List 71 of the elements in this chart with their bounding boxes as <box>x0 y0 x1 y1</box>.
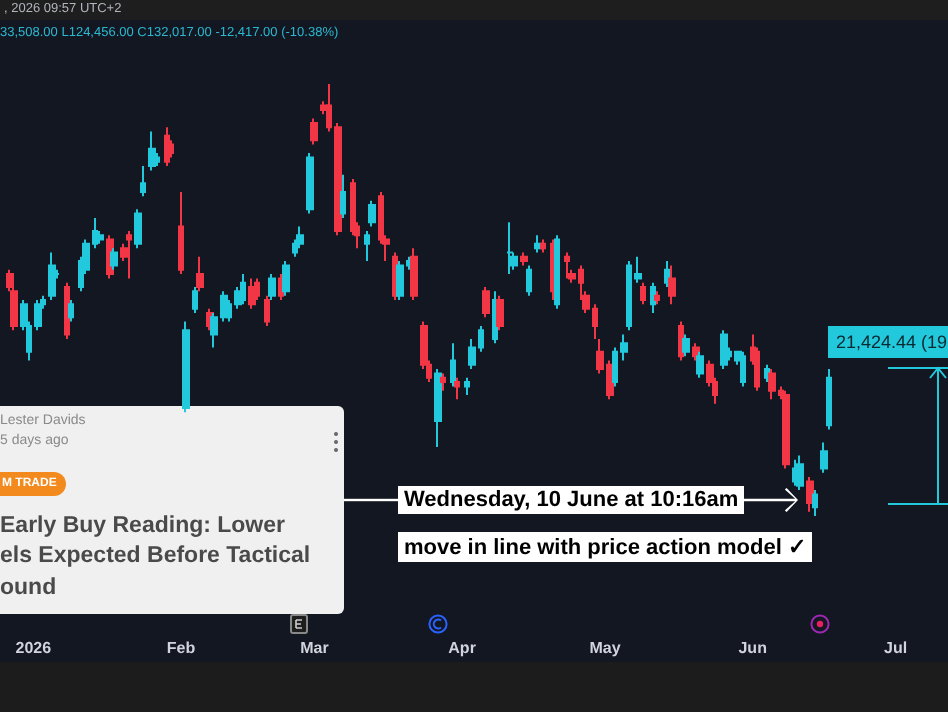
annotation: Early Buy Reading: Lower <box>0 514 286 538</box>
candlestick <box>720 329 728 371</box>
candlestick <box>668 264 676 306</box>
candlestick <box>796 454 804 492</box>
candlestick <box>396 260 404 301</box>
candlestick <box>68 299 74 323</box>
candlestick <box>534 234 542 254</box>
candlestick <box>410 247 418 301</box>
candlestick <box>526 264 532 297</box>
annotation: Wednesday, 10 June at 10:16am <box>398 486 745 514</box>
candlestick <box>310 117 318 146</box>
x-tick-label: Feb <box>166 639 196 657</box>
candlestick <box>254 277 260 301</box>
text: els Expected Before Tactical <box>0 544 311 568</box>
candlestick <box>64 281 70 340</box>
candlestick <box>134 208 142 250</box>
candlestick <box>264 294 270 327</box>
candlestick <box>340 173 346 219</box>
x-tick-label: May <box>589 639 622 657</box>
candlestick <box>764 363 770 384</box>
candlestick <box>306 152 314 215</box>
candlestick <box>650 281 656 314</box>
candlestick <box>248 277 256 310</box>
x-tick-label: Apr <box>448 639 476 657</box>
candlestick <box>520 251 528 267</box>
annotation: 21,424.44 (19. <box>828 326 948 358</box>
candlestick <box>768 368 776 401</box>
candlestick <box>820 441 828 474</box>
candlestick <box>682 333 690 358</box>
candlestick <box>782 389 790 470</box>
candlestick <box>364 229 370 263</box>
candlestick <box>110 247 118 271</box>
candlestick <box>806 476 814 513</box>
candlestick <box>434 368 442 448</box>
x-tick-label: Jun <box>738 639 768 657</box>
candlestick <box>450 342 456 388</box>
candlestick <box>826 368 832 431</box>
candlestick <box>48 251 56 301</box>
candlestick <box>140 165 146 198</box>
candlestick <box>664 260 670 289</box>
candlestick <box>812 489 818 517</box>
x-tick-label: Jul <box>884 639 908 657</box>
candlestick <box>268 273 276 301</box>
candlestick <box>192 286 198 314</box>
candlestick <box>482 286 490 319</box>
candlestick <box>454 376 460 401</box>
candlestick <box>296 225 304 250</box>
text: ound <box>0 576 57 600</box>
text: move in line with price action model ✓ <box>398 532 812 562</box>
candlestick <box>554 234 560 310</box>
candlestick <box>740 350 746 388</box>
candlestick <box>564 251 570 280</box>
candlestick <box>654 290 660 306</box>
candlestick <box>506 221 514 276</box>
candlestick <box>178 191 184 276</box>
candlestick <box>126 229 132 280</box>
candlestick <box>196 255 204 293</box>
candlestick <box>464 376 470 397</box>
candlestick <box>240 273 246 306</box>
candlestick <box>496 294 504 332</box>
candlestick <box>368 199 376 228</box>
x-tick-label: Mar <box>300 639 329 657</box>
candlestick <box>282 260 290 297</box>
candlestick <box>540 238 546 254</box>
candlestick <box>164 126 170 168</box>
x-tick-label: 2026 <box>15 639 53 657</box>
candlestick <box>640 281 646 306</box>
candlestick <box>696 350 704 379</box>
candlestick <box>182 320 190 414</box>
candlestick <box>148 130 156 172</box>
candlestick <box>440 372 446 392</box>
